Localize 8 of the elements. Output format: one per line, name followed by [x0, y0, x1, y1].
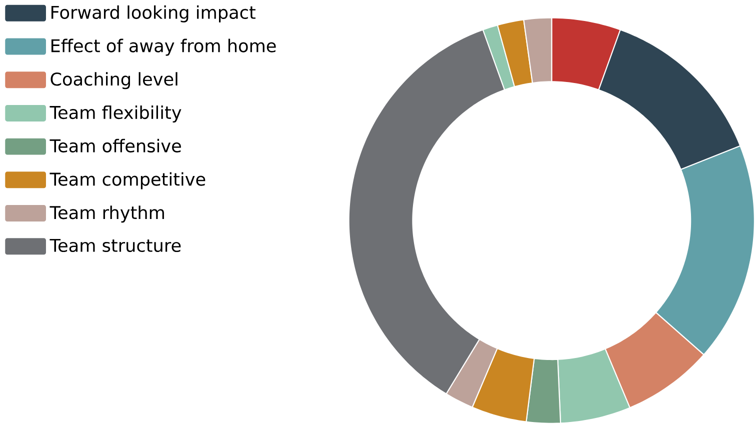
legend-label: Forward looking impact — [51, 5, 256, 22]
legend-label: Team rhythm — [50, 206, 164, 223]
legend-label: Team flexibility — [50, 106, 182, 123]
legend-label: Team offensive — [50, 138, 181, 152]
legend-label: Effect of away from home — [51, 38, 276, 56]
legend-label: Team structure — [50, 238, 181, 252]
legend-label: Coaching level — [50, 72, 178, 90]
legend-label: Team competitive — [50, 172, 206, 190]
